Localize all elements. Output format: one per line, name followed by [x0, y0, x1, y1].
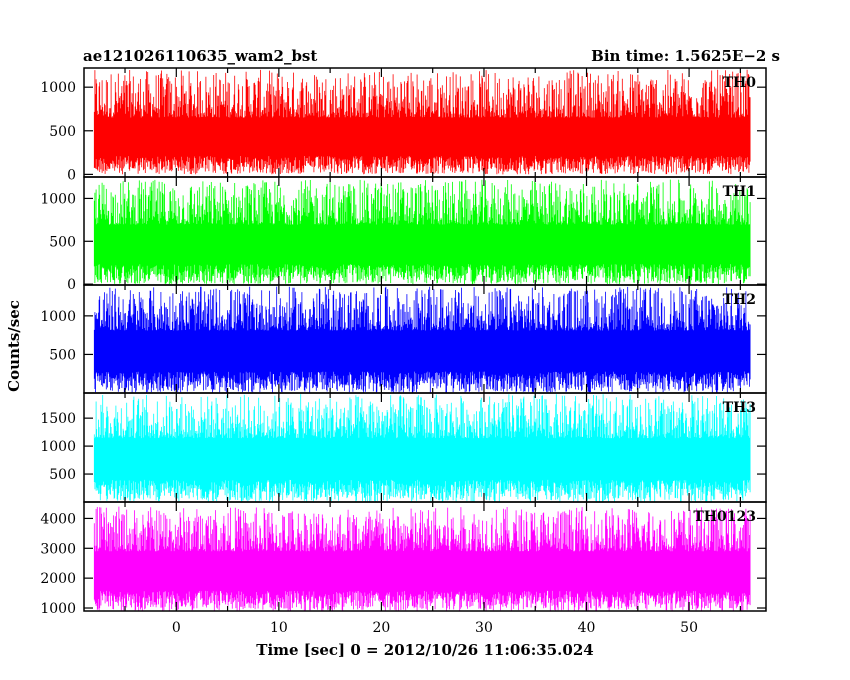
y-tick-label: 1000 [40, 439, 76, 455]
x-tick-label: 30 [475, 620, 493, 636]
panel-th2: 500 1000 TH2 [40, 284, 767, 394]
y-tick-label: 1000 [40, 191, 76, 207]
y-axis-label: Counts/sec [5, 300, 23, 392]
x-tick-label: 50 [680, 620, 698, 636]
y-tick-label: 500 [49, 234, 76, 250]
panel-th0: 0 500 1000 TH0 [40, 67, 767, 183]
series-th1-line [93, 179, 751, 285]
y-tick-label: 1000 [40, 309, 76, 325]
series-th0-line [93, 69, 751, 175]
y-tick-label: 500 [49, 467, 76, 483]
series-label-th3: TH3 [723, 400, 756, 416]
y-tick-label: 3000 [40, 541, 76, 557]
panel-th3: 500 1000 1500 TH3 [40, 392, 767, 503]
series-th3-line [93, 394, 751, 502]
y-tick-label: 4000 [40, 511, 76, 527]
y-tick-label: 1500 [40, 411, 76, 427]
panel-frame [83, 501, 767, 612]
series-th0123-line [93, 506, 751, 611]
y-tick-label: 0 [67, 277, 76, 293]
y-tick-label: 1000 [40, 601, 76, 617]
y-tick-label: 1000 [40, 80, 76, 96]
series-label-th0123: TH0123 [693, 509, 756, 525]
series-th2-line [93, 286, 751, 393]
chart-title: ae121026110635_wam2_bst [83, 47, 317, 65]
x-tick-label: 40 [578, 620, 596, 636]
series-label-th0: TH0 [723, 75, 757, 91]
panel-th1: 0 500 1000 TH1 [40, 176, 767, 293]
y-tick-label: 0 [67, 167, 76, 183]
series-label-th2: TH2 [723, 292, 756, 308]
series-label-th1: TH1 [723, 184, 756, 200]
x-tick-label: 10 [270, 620, 288, 636]
x-axis-label: Time [sec] 0 = 2012/10/26 11:06:35.024 [256, 641, 593, 659]
x-tick-label: 20 [372, 620, 390, 636]
panel-th0123: 1000 2000 3000 4000 TH0123 [40, 501, 767, 617]
y-tick-label: 2000 [40, 571, 76, 587]
y-tick-label: 500 [49, 124, 76, 140]
y-tick-label: 500 [49, 347, 76, 363]
x-tick-label: 0 [172, 620, 181, 636]
bin-time-label: Bin time: 1.5625E−2 s [591, 47, 780, 65]
